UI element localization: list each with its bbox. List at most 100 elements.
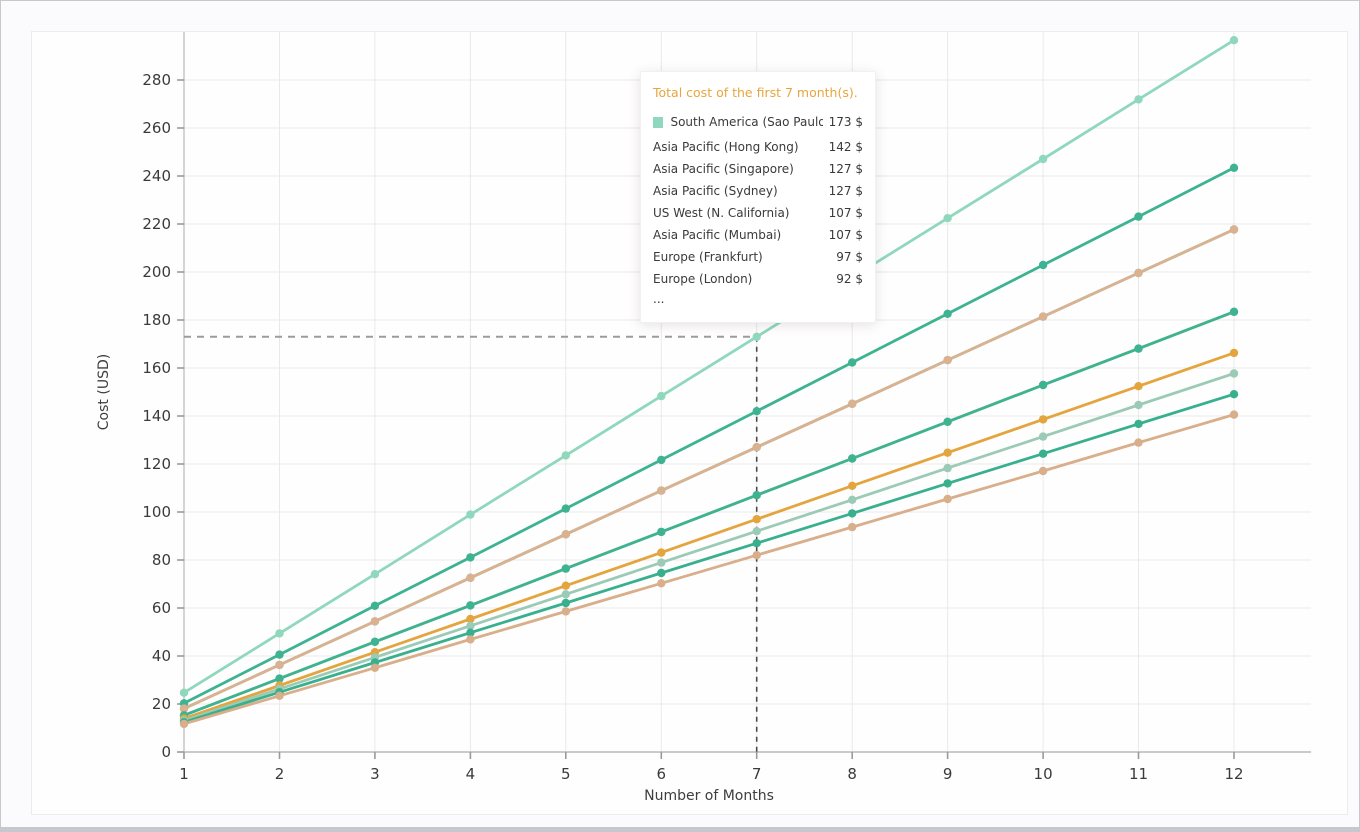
data-point[interactable]: [1134, 212, 1143, 221]
data-point[interactable]: [179, 719, 189, 729]
data-point[interactable]: [943, 448, 952, 457]
data-point[interactable]: [1134, 344, 1143, 353]
data-point[interactable]: [1038, 432, 1048, 441]
x-tick-label: 5: [561, 765, 571, 783]
data-point[interactable]: [848, 454, 857, 463]
data-point[interactable]: [466, 635, 475, 644]
data-point[interactable]: [561, 590, 570, 599]
data-point[interactable]: [1038, 312, 1048, 321]
data-point[interactable]: [466, 601, 475, 610]
data-point[interactable]: [1229, 307, 1239, 316]
data-point[interactable]: [943, 309, 952, 318]
data-point[interactable]: [1038, 154, 1048, 164]
data-point[interactable]: [943, 494, 952, 504]
data-point[interactable]: [1134, 382, 1143, 391]
data-point[interactable]: [275, 674, 284, 683]
data-point[interactable]: [752, 443, 761, 452]
data-point[interactable]: [943, 417, 952, 426]
data-point[interactable]: [1229, 390, 1239, 399]
data-point[interactable]: [561, 451, 570, 460]
data-point[interactable]: [370, 617, 380, 626]
data-point[interactable]: [848, 481, 857, 490]
data-point[interactable]: [752, 491, 761, 500]
data-point[interactable]: [943, 214, 952, 223]
data-point[interactable]: [466, 628, 475, 637]
data-point[interactable]: [1134, 438, 1143, 447]
data-point[interactable]: [370, 601, 380, 610]
series-line-1[interactable]: [182, 166, 1236, 705]
data-point[interactable]: [1038, 466, 1048, 476]
data-point[interactable]: [179, 704, 189, 713]
data-point[interactable]: [275, 629, 284, 638]
data-point[interactable]: [370, 637, 380, 646]
data-point[interactable]: [1038, 415, 1048, 424]
data-point[interactable]: [657, 455, 666, 465]
data-point[interactable]: [1229, 410, 1239, 419]
data-point[interactable]: [848, 358, 857, 367]
data-point[interactable]: [752, 539, 761, 548]
y-axis-title: Cost (USD): [96, 354, 112, 430]
tooltip-row: Asia Pacific (Singapore) 127 $: [653, 158, 863, 180]
data-point[interactable]: [466, 573, 475, 582]
x-axis-title: Number of Months: [644, 788, 774, 804]
data-point[interactable]: [848, 399, 857, 408]
data-point[interactable]: [943, 463, 952, 473]
data-point[interactable]: [657, 548, 666, 557]
data-point[interactable]: [1229, 163, 1239, 172]
data-point[interactable]: [561, 607, 570, 616]
series-line-0[interactable]: [182, 38, 1236, 695]
x-tick-label: 10: [1034, 765, 1053, 783]
data-point[interactable]: [1038, 449, 1048, 458]
data-point[interactable]: [657, 486, 666, 495]
data-point[interactable]: [1229, 348, 1239, 358]
series-line-3[interactable]: [182, 228, 1236, 710]
chart-tooltip: Total cost of the first 7 month(s). Sout…: [640, 71, 876, 323]
data-point[interactable]: [1134, 95, 1143, 104]
series-line-7[interactable]: [182, 372, 1236, 722]
data-point[interactable]: [466, 553, 475, 562]
data-point[interactable]: [752, 527, 761, 536]
series-line-8[interactable]: [182, 392, 1236, 724]
data-point[interactable]: [752, 515, 761, 524]
series-line-6[interactable]: [182, 351, 1236, 720]
data-point[interactable]: [1229, 369, 1239, 378]
data-point[interactable]: [370, 570, 380, 579]
data-point[interactable]: [1229, 225, 1239, 234]
data-point[interactable]: [848, 509, 857, 518]
data-point[interactable]: [275, 691, 284, 700]
data-point[interactable]: [752, 407, 761, 416]
data-point[interactable]: [1134, 419, 1143, 429]
data-point[interactable]: [561, 598, 570, 608]
data-point[interactable]: [275, 660, 284, 670]
data-point[interactable]: [943, 355, 952, 365]
data-point[interactable]: [752, 551, 761, 560]
series-line-9[interactable]: [182, 413, 1236, 726]
series-line-5[interactable]: [182, 310, 1236, 717]
data-point[interactable]: [561, 504, 570, 513]
data-point[interactable]: [657, 579, 666, 588]
data-point[interactable]: [657, 558, 666, 567]
data-point[interactable]: [1134, 400, 1143, 410]
data-point[interactable]: [275, 650, 284, 659]
data-point[interactable]: [657, 391, 666, 401]
data-point[interactable]: [466, 614, 475, 624]
data-point[interactable]: [943, 479, 952, 488]
data-point[interactable]: [561, 581, 570, 590]
data-point[interactable]: [1229, 36, 1239, 45]
data-point[interactable]: [1038, 260, 1048, 270]
data-point[interactable]: [561, 564, 570, 573]
data-point[interactable]: [1038, 380, 1048, 390]
data-point[interactable]: [466, 510, 475, 519]
data-point[interactable]: [657, 527, 666, 537]
y-tick-label: 140: [142, 407, 171, 425]
data-point[interactable]: [752, 332, 761, 341]
data-point[interactable]: [848, 522, 857, 532]
data-point[interactable]: [657, 568, 666, 578]
data-point[interactable]: [561, 530, 570, 539]
data-point[interactable]: [179, 688, 189, 697]
data-point[interactable]: [1134, 268, 1143, 278]
data-point[interactable]: [370, 663, 380, 672]
data-point[interactable]: [848, 495, 857, 504]
data-point[interactable]: [466, 621, 475, 630]
